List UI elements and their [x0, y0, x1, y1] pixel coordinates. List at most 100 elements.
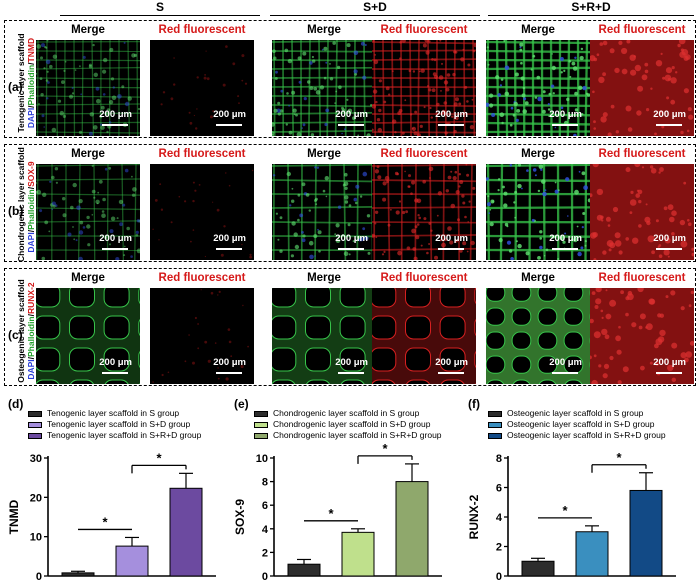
stain-marker: RUNX-2: [26, 282, 36, 314]
stain-separator: /: [26, 229, 36, 233]
scale-bar: [216, 248, 242, 250]
merge-image-sd-b: 200 μm: [272, 164, 376, 260]
merge-title: Merge: [521, 272, 555, 284]
group-header-s: S: [155, 0, 164, 14]
scale-bar: [338, 248, 364, 250]
bar-S+R+D: [169, 487, 203, 577]
significance-star: *: [102, 514, 108, 529]
legend-swatch: [28, 421, 42, 428]
legend-text: Chondrogenic layer scaffold in S group: [273, 408, 420, 418]
scale-bar: [338, 124, 364, 126]
y-tick-label: 0: [262, 571, 268, 583]
red-image-sd-a: 200 μm: [372, 40, 476, 136]
legend-entry: Osteogenic layer scaffold in S+R+D group: [488, 430, 666, 441]
bar-S+D: [115, 545, 149, 577]
stain-marker: TNMD: [26, 37, 36, 63]
legend-text: Chondrogenic layer scaffold in S+D group: [273, 419, 431, 429]
scale-bar-label: 200 μm: [99, 109, 132, 120]
scale-bar: [438, 372, 464, 374]
bar-chart-d: 0 10 20 30 TNMD * *: [7, 450, 216, 583]
bar-S+D: [341, 531, 375, 577]
legend-entry: Chondrogenic layer scaffold in S group: [254, 408, 442, 419]
y-axis-label: SOX-9: [233, 499, 247, 535]
scale-bar: [216, 124, 242, 126]
scale-bar-label: 200 μm: [549, 233, 582, 244]
y-tick-label: 6: [262, 500, 268, 512]
scale-bar-label: 200 μm: [335, 109, 368, 120]
panel-label-b: (b): [8, 204, 24, 218]
significance-star: *: [328, 506, 334, 521]
merge-title: Merge: [307, 272, 341, 284]
y-tick-label: 2: [496, 542, 502, 554]
y-tick-label: 8: [262, 477, 268, 489]
panel-label-a: (a): [8, 80, 23, 94]
legend-d: Tenogenic layer scaffold in S group Tenog…: [28, 408, 201, 441]
legend-entry: Tenogenic layer scaffold in S+D group: [28, 419, 201, 430]
row-label-a: Tenogenic layer scaffold DAPI/Phalloidin/…: [16, 28, 38, 138]
red-image-s-a: 200 μm: [150, 40, 254, 136]
bar-S+D: [575, 531, 609, 577]
y-tick-label: 10: [30, 532, 42, 544]
y-tick-label: 10: [256, 453, 268, 465]
bar-chart-f: 0 2 4 6 8 RUNX-2 * *: [467, 450, 676, 583]
merge-image-srd-b: 200 μm: [486, 164, 590, 260]
legend-entry: Tenogenic layer scaffold in S group: [28, 408, 201, 419]
y-tick-label: 4: [496, 512, 503, 524]
scale-bar: [216, 372, 242, 374]
chart-label-e: (e): [234, 397, 249, 411]
scale-bar-label: 200 μm: [99, 233, 132, 244]
group-header-srd: S+R+D: [571, 0, 611, 14]
legend-entry: Osteogenic layer scaffold in S+D group: [488, 419, 666, 430]
stain-dapi: DAPI: [26, 232, 36, 253]
y-tick-label: 2: [262, 547, 268, 559]
significance-star: *: [156, 450, 162, 465]
merge-title: Merge: [521, 24, 555, 36]
legend-text: Chondrogenic layer scaffold in S+R+D gro…: [273, 430, 442, 440]
merge-title: Merge: [71, 24, 105, 36]
scale-bar-label: 200 μm: [653, 357, 686, 368]
red-fluorescent-title: Red fluorescent: [380, 148, 468, 160]
significance-star: *: [562, 503, 568, 518]
legend-entry: Tenogenic layer scaffold in S+R+D group: [28, 430, 201, 441]
scale-bar-label: 200 μm: [435, 357, 468, 368]
significance-star: *: [382, 444, 388, 456]
scale-bar-label: 200 μm: [435, 233, 468, 244]
legend-f: Osteogenic layer scaffold in S group Oste…: [488, 408, 666, 441]
merge-image-srd-a: 200 μm: [486, 40, 590, 136]
red-fluorescent-title: Red fluorescent: [598, 24, 686, 36]
stain-separator: /: [26, 313, 36, 317]
legend-swatch: [488, 410, 502, 417]
significance-star: *: [616, 450, 622, 465]
legend-text: Osteogenic layer scaffold in S group: [507, 408, 644, 418]
y-tick-label: 4: [262, 524, 269, 536]
scale-bar: [552, 248, 578, 250]
legend-text: Osteogenic layer scaffold in S+R+D group: [507, 430, 666, 440]
scale-bar: [656, 124, 682, 126]
legend-text: Tenogenic layer scaffold in S group: [47, 408, 180, 418]
merge-image-srd-c: 200 μm: [486, 288, 590, 384]
legend-entry: Chondrogenic layer scaffold in S+R+D gro…: [254, 430, 442, 441]
y-tick-label: 0: [496, 571, 502, 583]
red-image-srd-b: 200 μm: [590, 164, 694, 260]
scale-bar: [438, 124, 464, 126]
legend-text: Tenogenic layer scaffold in S+D group: [47, 419, 191, 429]
panel-a-frame: [4, 20, 696, 138]
y-axis-label: TNMD: [7, 499, 21, 534]
y-tick-label: 6: [496, 483, 502, 495]
legend-e: Chondrogenic layer scaffold in S group Ch…: [254, 408, 442, 441]
merge-title: Merge: [307, 148, 341, 160]
red-image-s-b: 200 μm: [150, 164, 254, 260]
merge-image-sd-c: 200 μm: [272, 288, 376, 384]
panel-c-frame: [4, 268, 696, 386]
bar-S: [61, 572, 95, 577]
legend-entry: Osteogenic layer scaffold in S group: [488, 408, 666, 419]
legend-swatch: [488, 432, 502, 439]
scale-bar: [656, 248, 682, 250]
stain-marker: SOX-9: [26, 161, 36, 187]
stain-separator: /: [26, 356, 36, 360]
scale-bar-label: 200 μm: [653, 109, 686, 120]
scale-bar: [438, 248, 464, 250]
scale-bar-label: 200 μm: [213, 109, 246, 120]
scale-bar: [102, 248, 128, 250]
y-tick-label: 30: [30, 453, 42, 465]
